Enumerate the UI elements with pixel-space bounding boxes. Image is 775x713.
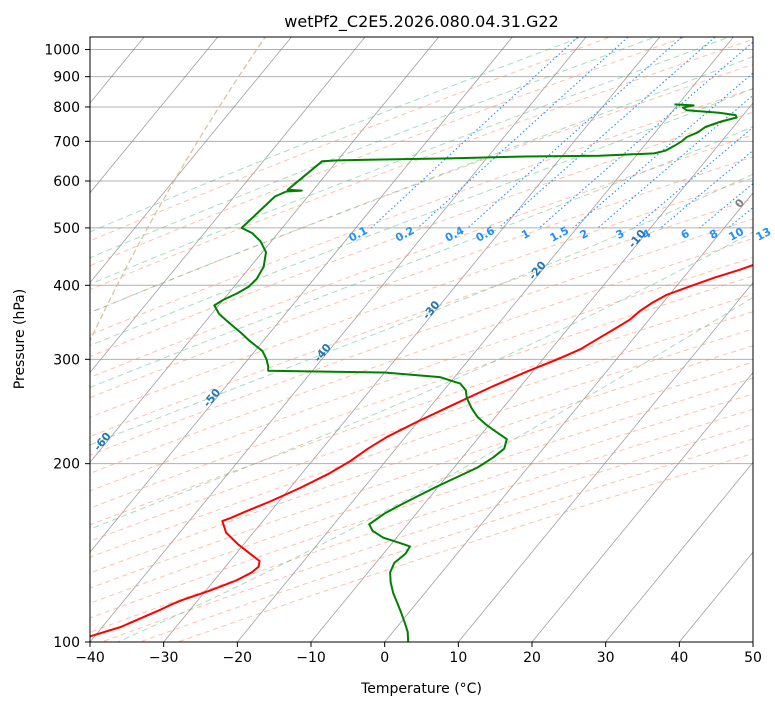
y-tick-label: 500 xyxy=(53,221,80,237)
x-tick-label: 50 xyxy=(744,650,762,666)
x-tick-label: −20 xyxy=(223,650,253,666)
x-tick-label: −40 xyxy=(75,650,105,666)
y-tick-label: 900 xyxy=(53,70,80,86)
x-tick-label: 40 xyxy=(670,650,688,666)
x-tick-label: 20 xyxy=(523,650,541,666)
x-tick-label: 10 xyxy=(449,650,467,666)
y-tick-label: 1000 xyxy=(44,43,80,59)
y-tick-label: 700 xyxy=(53,134,80,150)
y-tick-label: 100 xyxy=(53,635,80,651)
x-tick-label: 30 xyxy=(597,650,615,666)
chart-title: wetPf2_C2E5.2026.080.04.31.G22 xyxy=(284,12,558,32)
y-tick-label: 600 xyxy=(53,174,80,190)
y-tick-label: 300 xyxy=(53,352,80,368)
x-tick-label: −10 xyxy=(296,650,326,666)
y-axis-label: Pressure (hPa) xyxy=(12,289,28,389)
x-tick-label: 0 xyxy=(380,650,389,666)
y-tick-label: 800 xyxy=(53,100,80,116)
y-tick-label: 200 xyxy=(53,457,80,473)
x-axis-label: Temperature (°C) xyxy=(360,681,482,697)
y-tick-label: 400 xyxy=(53,278,80,294)
x-tick-label: −30 xyxy=(149,650,179,666)
